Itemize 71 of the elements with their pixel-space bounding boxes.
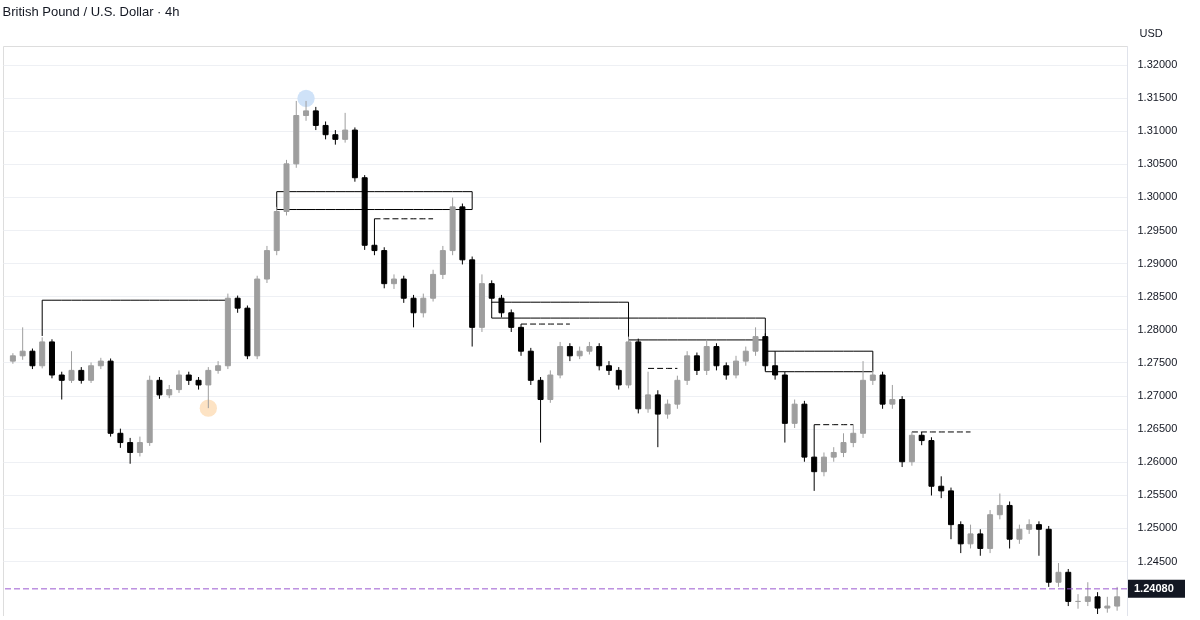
candlestick: [840, 432, 847, 458]
y-tick-label: 1.25000: [1137, 521, 1178, 534]
candlestick: [615, 366, 622, 391]
candlestick: [127, 437, 134, 465]
y-tick-label: 1.29500: [1137, 223, 1178, 236]
candlestick: [39, 336, 46, 369]
y-tick-label: 1.25500: [1137, 488, 1178, 501]
candlestick: [420, 293, 427, 318]
y-tick-label: 1.30500: [1137, 157, 1178, 170]
candlestick: [791, 399, 798, 429]
candlestick: [430, 269, 437, 303]
candlestick: [215, 360, 222, 375]
candlestick: [674, 375, 681, 410]
candlestick: [68, 350, 75, 384]
y-tick-label: 1.27500: [1137, 355, 1178, 368]
candlestick: [156, 376, 163, 400]
candlestick: [29, 348, 36, 370]
candlestick: [693, 352, 700, 376]
candlestick: [967, 524, 974, 549]
candlestick: [957, 520, 964, 554]
y-tick-label: 1.28000: [1137, 322, 1178, 335]
candlestick: [58, 371, 65, 401]
y-tick-label: 1.31000: [1137, 124, 1178, 137]
candlestick: [889, 384, 896, 410]
candlestick: [820, 451, 827, 477]
y-tick-label: 1.28500: [1137, 289, 1178, 302]
candlestick: [645, 371, 652, 414]
candlestick: [205, 366, 212, 409]
candlestick: [410, 294, 417, 328]
candlestick: [117, 428, 124, 449]
candlestick: [390, 273, 397, 290]
candlestick: [1094, 591, 1101, 615]
candlestick: [742, 346, 749, 367]
y-tick-label: 1.24500: [1137, 554, 1178, 567]
candlestick: [977, 528, 984, 557]
chart-title: British Pound / U.S. Dollar · 4h: [2, 4, 180, 19]
candlestick: [1016, 524, 1023, 545]
y-tick-label: 1.31500: [1137, 91, 1178, 104]
candlestick: [752, 326, 759, 357]
y-tick-label: 1.32000: [1137, 58, 1178, 71]
candlestick: [312, 106, 319, 131]
candlestick: [733, 355, 740, 379]
candlestick: [439, 245, 446, 280]
candlestick: [1055, 562, 1062, 588]
candlestick: [537, 376, 544, 444]
candlestick: [136, 436, 143, 457]
candlestick: [703, 339, 710, 376]
y-axis-title: USD: [1139, 26, 1163, 39]
y-tick-label: 1.27000: [1137, 389, 1178, 402]
candlestick: [605, 360, 612, 376]
ref-line-label: 1.24080: [1134, 581, 1174, 594]
candlestick: [654, 389, 661, 448]
candlestick: [342, 112, 349, 144]
candlestick: [850, 424, 857, 448]
candlestick: [1035, 520, 1042, 557]
y-tick-label: 1.26500: [1137, 422, 1178, 435]
candlestick: [664, 399, 671, 420]
candlestick: [938, 475, 945, 499]
candlestick: [19, 326, 26, 361]
candlestick: [1114, 586, 1121, 612]
y-tick-label: 1.26000: [1137, 455, 1178, 468]
candlestick: [596, 342, 603, 371]
candlestick: [996, 493, 1003, 520]
candlestick: [176, 369, 183, 394]
y-tick-label: 1.29000: [1137, 256, 1178, 269]
candlestick: [400, 275, 407, 304]
candlestick: [1084, 581, 1091, 607]
candlestick: [303, 100, 310, 122]
y-tick-label: 1.30000: [1137, 190, 1178, 203]
candlestick: [713, 342, 720, 371]
candlestick: [88, 361, 95, 384]
